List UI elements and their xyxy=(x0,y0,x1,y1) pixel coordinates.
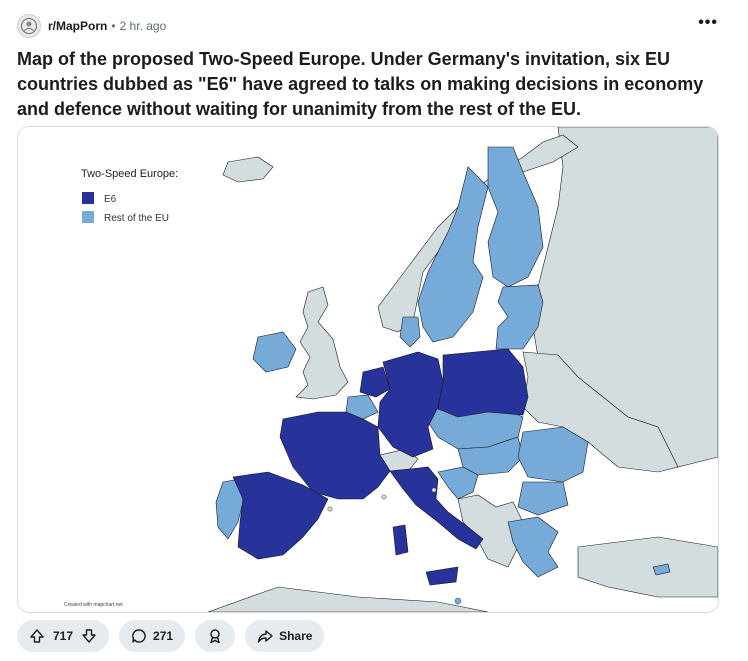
legend-swatch-rest xyxy=(82,211,94,223)
legend-swatch-e6 xyxy=(82,192,94,204)
map-image[interactable]: Two-Speed Europe: E6 Rest of the EU Crea… xyxy=(17,126,719,613)
legend-label-e6: E6 xyxy=(104,194,117,205)
post-time: 2 hr. ago xyxy=(119,19,167,33)
legend-label-rest: Rest of the EU xyxy=(104,213,169,224)
award-icon xyxy=(207,628,223,644)
meta-separator: • xyxy=(111,19,116,33)
comments-button[interactable]: 271 xyxy=(119,620,186,652)
city-marker xyxy=(327,506,333,512)
post-header: r/MapPorn • 2 hr. ago xyxy=(17,12,166,40)
malta-marker xyxy=(454,597,462,605)
non-eu-countries xyxy=(207,127,718,612)
vote-count: 717 xyxy=(53,629,74,643)
comment-count: 271 xyxy=(153,629,174,643)
city-marker xyxy=(431,487,437,493)
share-label: Share xyxy=(279,629,313,643)
share-button[interactable]: Share xyxy=(245,620,325,652)
downvote-icon[interactable] xyxy=(81,628,97,644)
share-icon xyxy=(257,628,273,644)
city-marker xyxy=(381,494,387,500)
europe-map: Two-Speed Europe: E6 Rest of the EU Crea… xyxy=(18,127,718,612)
avatar-icon xyxy=(21,18,37,34)
upvote-icon[interactable] xyxy=(29,628,45,644)
more-icon[interactable]: ••• xyxy=(698,14,718,31)
subreddit-avatar[interactable] xyxy=(17,14,41,38)
e6-countries xyxy=(232,348,529,586)
subreddit-name[interactable]: r/MapPorn xyxy=(48,19,108,33)
award-button[interactable] xyxy=(195,620,236,652)
comment-icon xyxy=(131,628,147,644)
legend-title: Two-Speed Europe: xyxy=(81,168,178,180)
vote-bar: 717 xyxy=(17,620,110,652)
map-credit: Created with mapchart.net xyxy=(64,602,123,608)
post-actions: 717 271 Share xyxy=(17,620,325,652)
post-title[interactable]: Map of the proposed Two-Speed Europe. Un… xyxy=(17,49,704,119)
